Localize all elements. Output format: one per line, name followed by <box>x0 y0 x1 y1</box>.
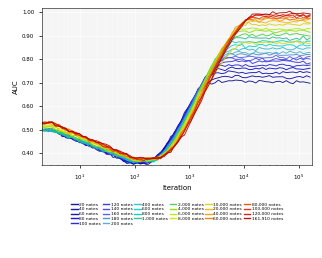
Legend: 20 notes, 40 notes, 60 notes, 80 notes, 100 notes, 120 notes, 140 notes, 160 not: 20 notes, 40 notes, 60 notes, 80 notes, … <box>71 202 284 226</box>
X-axis label: Iteration: Iteration <box>162 185 192 191</box>
Y-axis label: AUC: AUC <box>13 79 19 94</box>
